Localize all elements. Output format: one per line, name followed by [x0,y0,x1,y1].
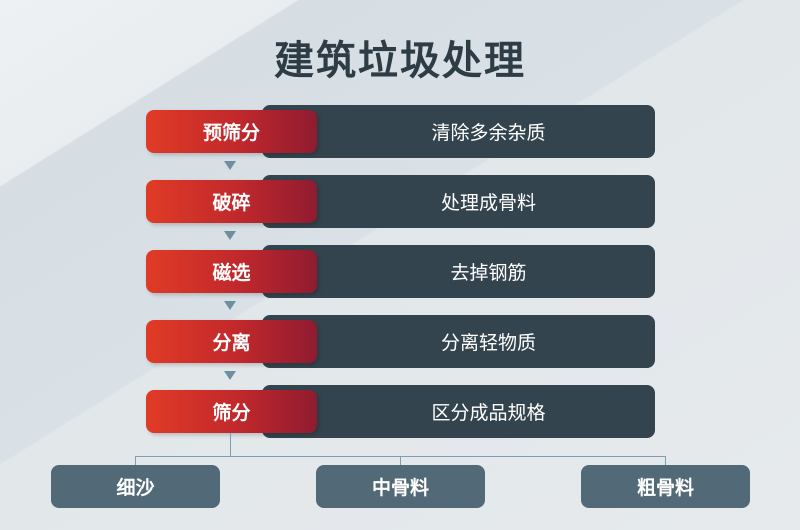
step-description: 区分成品规格 [262,385,655,438]
step-description: 去掉钢筋 [262,245,655,298]
step-label: 筛分 [146,390,317,433]
connector-line [230,433,231,456]
output-coarse-aggregate: 粗骨料 [581,465,750,508]
process-step-3: 去掉钢筋 磁选 [146,245,655,298]
arrow-down-icon [224,161,236,170]
connector-line [135,456,136,465]
arrow-down-icon [224,371,236,380]
process-step-1: 清除多余杂质 预筛分 [146,105,655,158]
step-label: 破碎 [146,180,317,223]
step-description: 处理成骨料 [262,175,655,228]
page-title: 建筑垃圾处理 [274,38,526,84]
step-description: 分离轻物质 [262,315,655,368]
arrow-down-icon [224,231,236,240]
arrow-down-icon [224,301,236,310]
output-fine-sand: 细沙 [51,465,220,508]
step-label: 分离 [146,320,317,363]
connector-line [400,456,401,465]
process-step-4: 分离轻物质 分离 [146,315,655,368]
process-step-2: 处理成骨料 破碎 [146,175,655,228]
step-description: 清除多余杂质 [262,105,655,158]
step-label: 磁选 [146,250,317,293]
step-label: 预筛分 [146,110,317,153]
output-medium-aggregate: 中骨料 [316,465,485,508]
process-step-5: 区分成品规格 筛分 [146,385,655,438]
connector-line [665,456,666,465]
